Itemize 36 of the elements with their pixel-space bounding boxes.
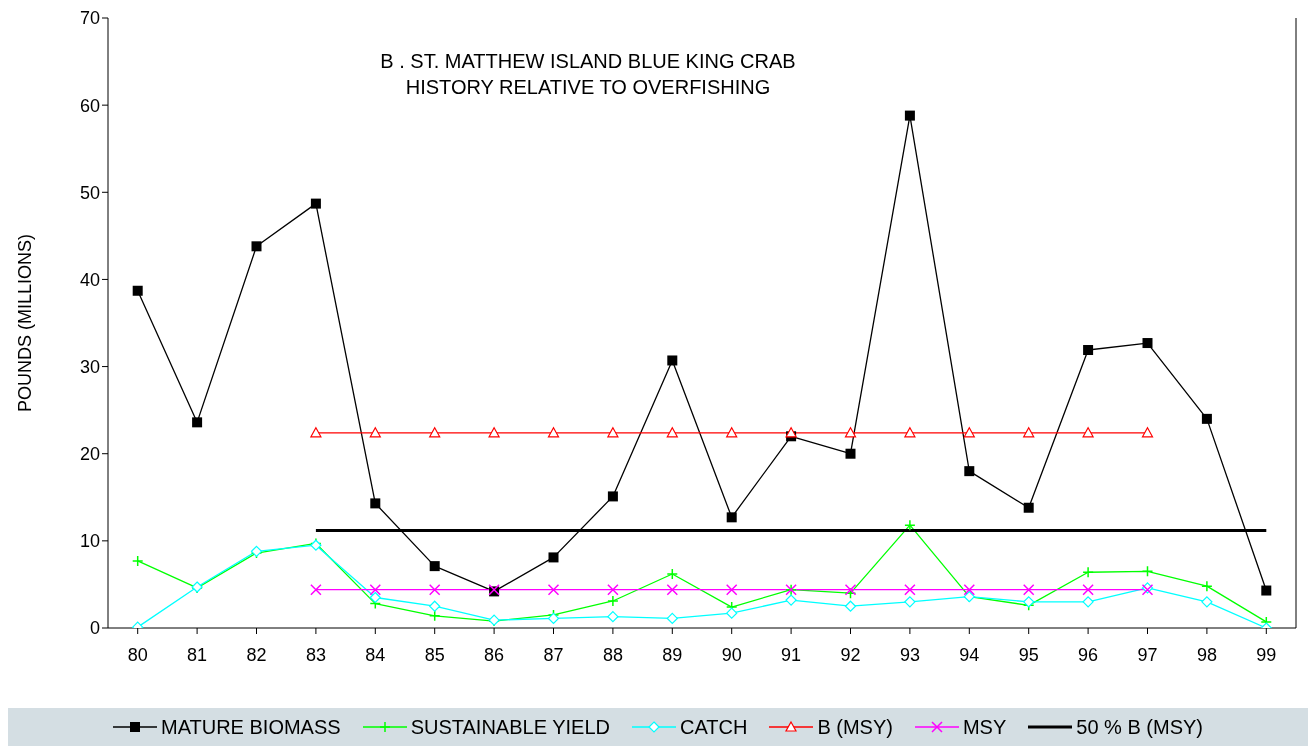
x-tick-label: 88 xyxy=(602,644,623,665)
x-tick-label: 99 xyxy=(1256,644,1277,665)
x-tick-label: 94 xyxy=(959,644,980,665)
y-tick-label: 50 xyxy=(79,182,100,203)
legend-label: B (MSY) xyxy=(817,715,893,739)
x-tick-label: 95 xyxy=(1018,644,1039,665)
x-tick-label: 87 xyxy=(543,644,564,665)
x-tick-label: 98 xyxy=(1196,644,1217,665)
y-tick-label: 40 xyxy=(79,269,100,290)
x-tick-label: 93 xyxy=(899,644,920,665)
y-tick-label: 30 xyxy=(79,356,100,377)
y-tick-label: 10 xyxy=(79,531,100,552)
x-tick-label: 92 xyxy=(840,644,861,665)
x-tick-label: 82 xyxy=(246,644,267,665)
x-tick-label: 83 xyxy=(305,644,326,665)
y-tick-label: 20 xyxy=(79,444,100,465)
x-tick-label: 90 xyxy=(721,644,742,665)
legend-label: CATCH xyxy=(679,715,748,739)
x-tick-label: 86 xyxy=(484,644,505,665)
y-axis-title: POUNDS (MILLIONS) xyxy=(15,233,36,413)
x-tick-label: 89 xyxy=(662,644,683,665)
y-tick-label: 60 xyxy=(79,95,100,116)
legend-label: MATURE BIOMASS xyxy=(160,715,341,739)
x-tick-label: 81 xyxy=(187,644,208,665)
y-tick-label: 70 xyxy=(79,8,100,29)
text: B . ST. MATTHEW ISLAND BLUE KING CRAB HISTORY RELATIVE TO OVERFISHING xyxy=(379,49,797,100)
x-tick-label: 91 xyxy=(781,644,802,665)
x-tick-label: 85 xyxy=(424,644,445,665)
legend-label: SUSTAINABLE YIELD xyxy=(410,715,610,739)
legend-label: MSY xyxy=(962,715,1007,739)
y-tick-label: 0 xyxy=(89,618,100,639)
x-tick-label: 84 xyxy=(365,644,386,665)
legend-label: 50 % B (MSY) xyxy=(1076,715,1203,739)
x-tick-label: 96 xyxy=(1078,644,1099,665)
x-tick-label: 97 xyxy=(1137,644,1158,665)
x-tick-label: 80 xyxy=(127,644,148,665)
